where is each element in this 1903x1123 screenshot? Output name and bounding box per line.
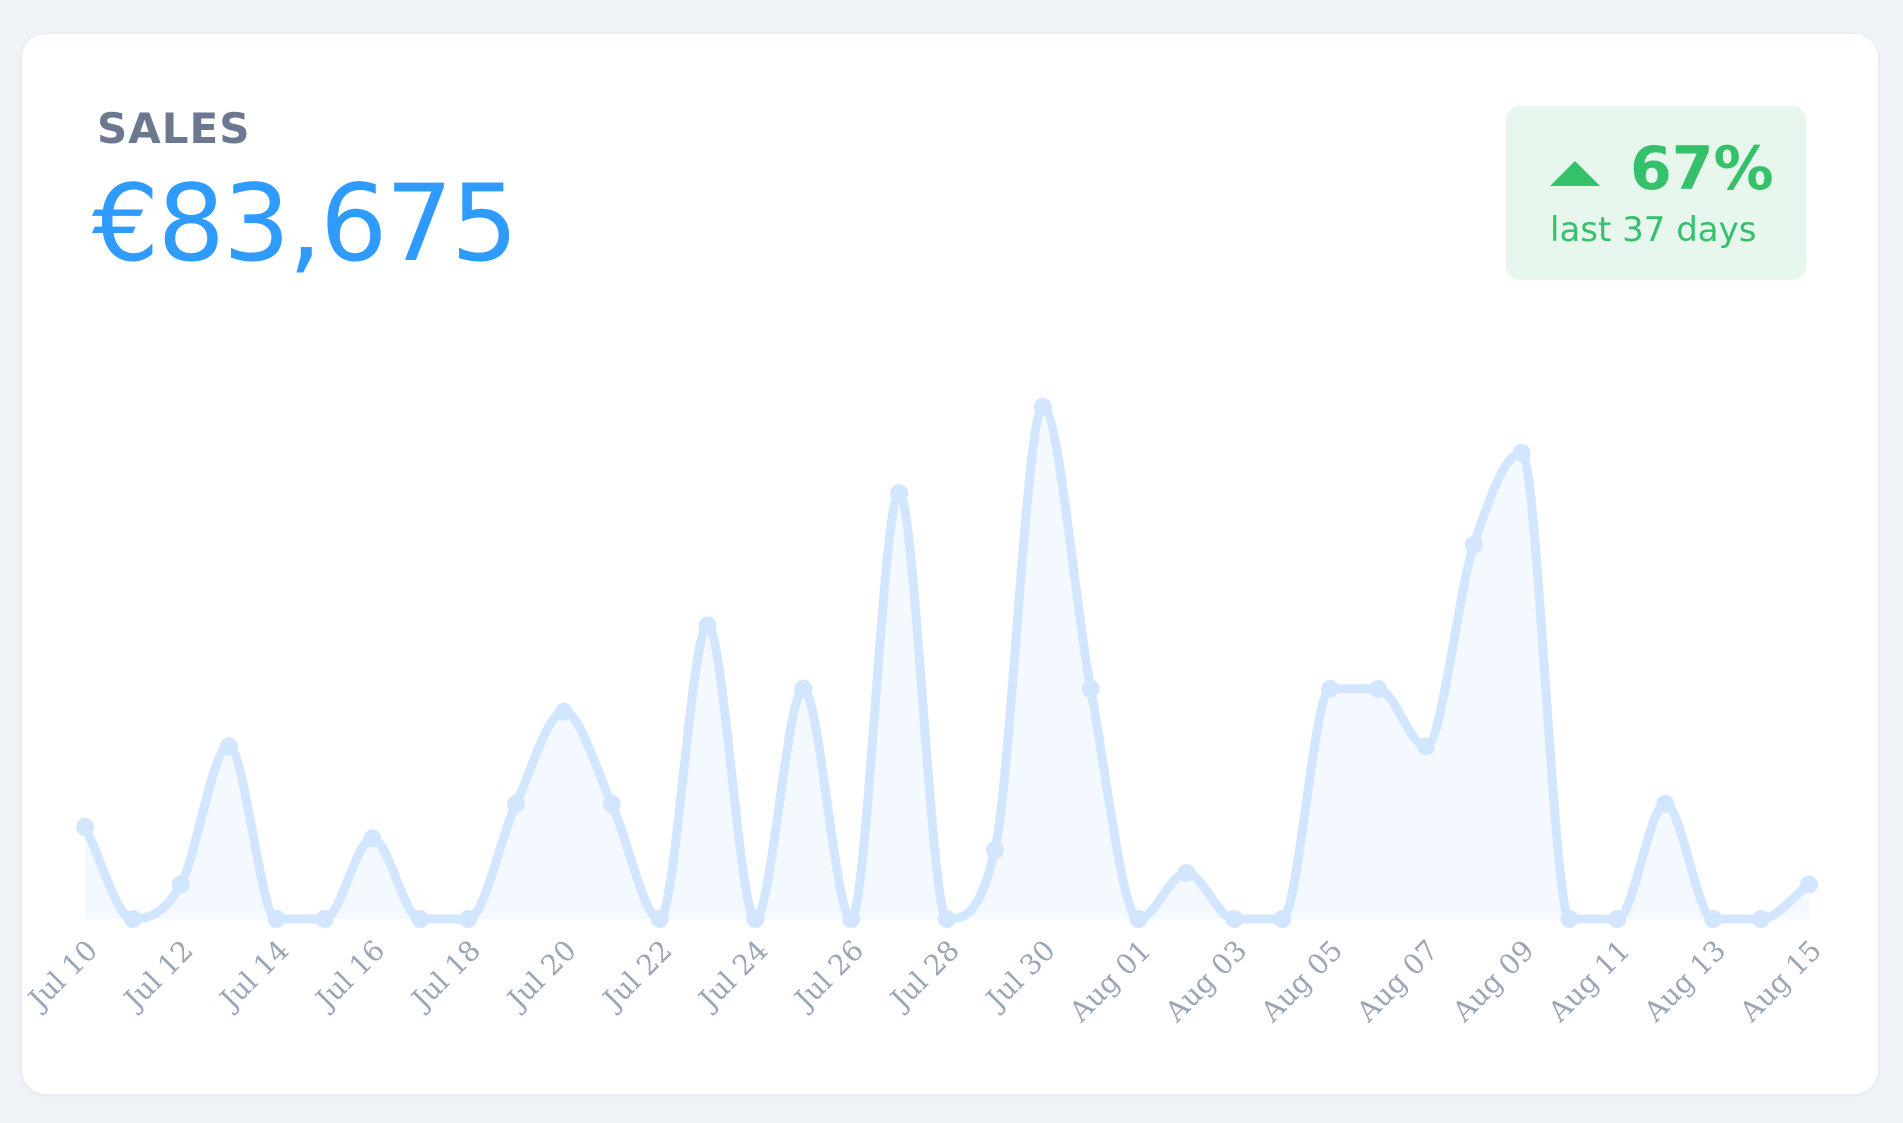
data-point[interactable]: Jul 16: 2.8: [363, 829, 382, 848]
data-point[interactable]: Aug 06: 8: [1369, 679, 1387, 698]
data-point[interactable]: Jul 15: 0: [315, 910, 334, 928]
x-tick-label: Aug 01: [1062, 934, 1157, 1029]
data-point[interactable]: Aug 09: 16.2: [1512, 443, 1531, 462]
x-tick-label: Jul 22: [595, 934, 679, 1018]
change-badge: 67% last 37 days: [1506, 106, 1806, 280]
data-point[interactable]: Jul 31: 8: [1081, 679, 1100, 698]
data-point[interactable]: Aug 05: 8: [1321, 679, 1340, 698]
data-point[interactable]: Jul 20: 7.2: [554, 702, 573, 721]
data-point[interactable]: Jul 21: 4: [602, 794, 621, 813]
x-tick-label: Aug 05: [1254, 934, 1349, 1029]
data-point[interactable]: Jul 23: 10.2: [698, 616, 717, 635]
sales-value: €83,675: [92, 162, 518, 285]
data-point[interactable]: Jul 17: 0: [411, 910, 430, 928]
x-tick-label: Jul 28: [882, 934, 966, 1018]
data-point[interactable]: Jul 14: 0: [267, 910, 286, 928]
arrow-up-icon: [1550, 160, 1600, 186]
data-point[interactable]: Aug 03: 0: [1225, 910, 1244, 928]
sales-chart: Jul 10: 3.2 Jul 11: 0 Jul 12: 1.2 Jul 13: 6…: [22, 397, 1828, 1029]
x-tick-label: Jul 16: [307, 934, 391, 1018]
data-point[interactable]: Aug 08: 13: [1464, 535, 1483, 554]
data-point[interactable]: Jul 22: 0: [650, 910, 669, 928]
x-tick-label: Aug 15: [1733, 934, 1828, 1029]
data-point[interactable]: Jul 12: 1.2: [171, 875, 190, 894]
data-point[interactable]: Aug 02: 1.6: [1177, 863, 1196, 882]
x-tick-label: Jul 30: [978, 934, 1062, 1018]
chart-area-fill: [85, 406, 1809, 919]
x-tick-label: Aug 09: [1445, 934, 1540, 1029]
data-point[interactable]: Aug 07: 6: [1416, 737, 1435, 756]
data-point[interactable]: Jul 10: 3.2: [76, 817, 94, 836]
data-point[interactable]: Aug 10: 0: [1560, 910, 1579, 928]
data-point[interactable]: Aug 11: 0: [1608, 910, 1627, 928]
data-point[interactable]: Jul 27: 14.8: [890, 484, 909, 503]
data-point[interactable]: Jul 18: 0: [459, 910, 478, 928]
change-period: last 37 days: [1550, 210, 1757, 250]
data-point[interactable]: Jul 24: 0: [746, 910, 765, 928]
x-tick-label: Jul 26: [786, 934, 870, 1018]
x-tick-label: Jul 14: [212, 934, 296, 1018]
data-point[interactable]: Jul 11: 0: [123, 910, 142, 928]
change-percent: 67%: [1630, 134, 1774, 204]
data-point[interactable]: Aug 14: 0: [1752, 910, 1771, 928]
data-point[interactable]: Jul 30: 17.8: [1033, 397, 1052, 416]
x-tick-label: Jul 20: [499, 934, 583, 1018]
x-tick-label: Jul 24: [690, 934, 774, 1018]
data-point[interactable]: Aug 12: 4: [1656, 794, 1675, 813]
data-point[interactable]: Jul 25: 8: [794, 679, 813, 698]
data-point[interactable]: Aug 04: 0: [1273, 910, 1292, 928]
data-point[interactable]: Jul 26: 0: [842, 910, 861, 928]
data-point[interactable]: Aug 15: 1.2: [1800, 875, 1818, 894]
data-point[interactable]: Jul 19: 4: [507, 794, 525, 813]
x-tick-label: Aug 13: [1637, 934, 1732, 1029]
x-tick-label: Jul 10: [22, 934, 104, 1018]
data-point[interactable]: Jul 29: 2.4: [985, 840, 1004, 859]
data-point[interactable]: Jul 28: 0: [938, 910, 956, 928]
x-tick-label: Aug 07: [1350, 934, 1445, 1029]
data-point[interactable]: Aug 13: 0: [1704, 910, 1723, 928]
x-tick-label: Aug 03: [1158, 934, 1253, 1029]
data-point[interactable]: Jul 13: 6: [219, 737, 238, 756]
card-label: SALES: [97, 104, 251, 153]
x-tick-label: Aug 11: [1541, 934, 1636, 1029]
sales-card: SALES €83,675 67% last 37 days Jul 10: 3…: [22, 34, 1878, 1094]
x-tick-label: Jul 12: [116, 934, 200, 1018]
x-tick-label: Jul 18: [403, 934, 487, 1018]
data-point[interactable]: Aug 01: 0: [1129, 910, 1148, 928]
